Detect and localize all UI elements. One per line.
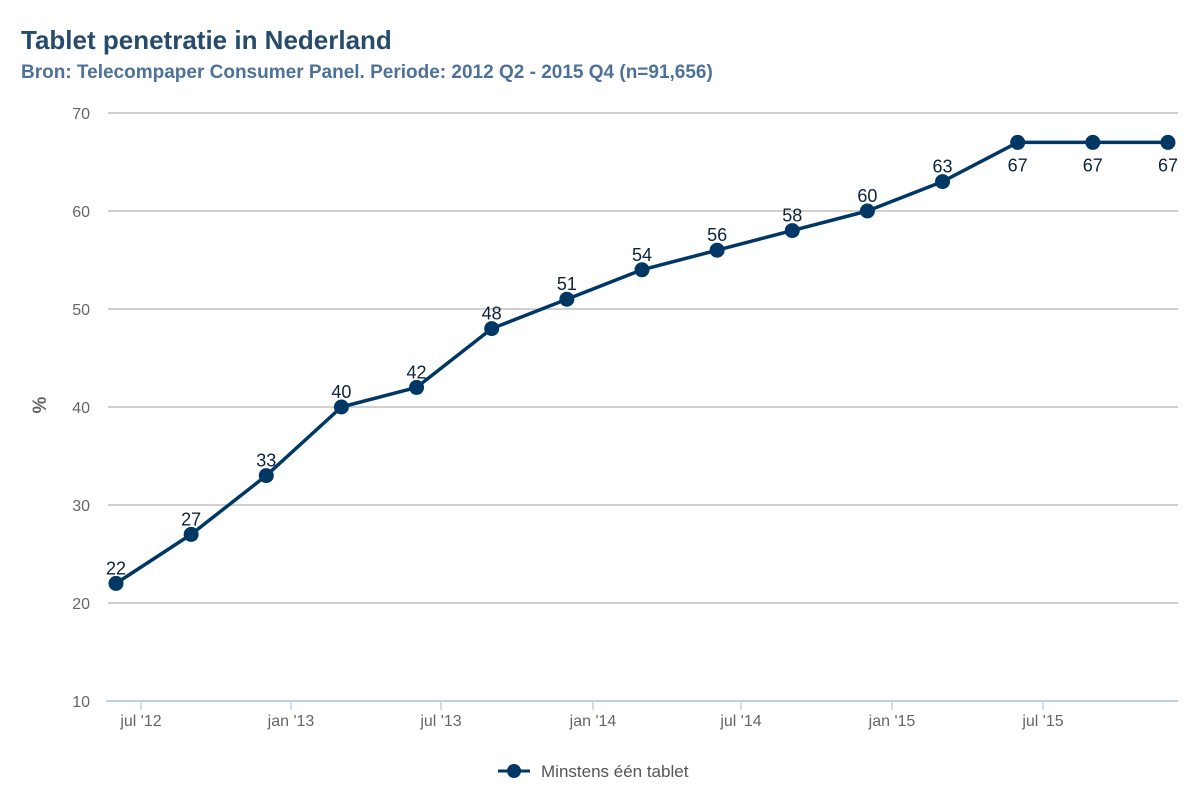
y-tick-label: 70 — [72, 106, 90, 123]
data-point[interactable] — [634, 262, 650, 278]
data-point[interactable] — [258, 468, 274, 484]
data-label: 42 — [407, 362, 427, 382]
y-tick-label: 60 — [72, 204, 90, 221]
x-tick-label: jan '14 — [569, 713, 617, 730]
y-tick-label: 50 — [72, 302, 90, 319]
x-tick-label: jan '15 — [868, 713, 916, 730]
y-tick-label: 10 — [72, 694, 90, 711]
data-point[interactable] — [183, 526, 199, 542]
data-label: 56 — [707, 225, 727, 245]
data-label: 67 — [1083, 155, 1103, 175]
x-tick-label: jan '13 — [267, 713, 315, 730]
data-label: 48 — [482, 304, 502, 324]
data-point[interactable] — [559, 291, 575, 307]
data-label: 40 — [331, 382, 351, 402]
legend-label: Minstens één tablet — [541, 762, 689, 781]
data-point[interactable] — [1010, 134, 1026, 150]
data-point[interactable] — [108, 575, 124, 591]
data-point[interactable] — [784, 223, 800, 239]
y-tick-label: 30 — [72, 498, 90, 515]
data-label: 22 — [106, 558, 126, 578]
data-label: 58 — [782, 206, 802, 226]
data-point[interactable] — [1085, 134, 1101, 150]
data-label: 27 — [181, 509, 201, 529]
legend-marker-icon — [507, 764, 521, 778]
data-label: 54 — [632, 245, 652, 265]
data-point[interactable] — [484, 321, 500, 337]
data-label: 60 — [857, 186, 877, 206]
data-label: 51 — [557, 274, 577, 294]
data-point[interactable] — [709, 242, 725, 258]
x-tick-label: jul '14 — [719, 713, 761, 730]
data-label: 67 — [1008, 155, 1028, 175]
data-label: 63 — [933, 157, 953, 177]
chart-title: Tablet penetratie in Nederland — [21, 25, 392, 55]
x-tick-label: jul '12 — [119, 713, 161, 730]
x-tick-label: jul '15 — [1021, 713, 1063, 730]
chart-subtitle: Bron: Telecompaper Consumer Panel. Perio… — [21, 62, 713, 83]
data-point[interactable] — [859, 203, 875, 219]
data-label: 67 — [1158, 155, 1178, 175]
data-point[interactable] — [1160, 134, 1176, 150]
y-axis-label: % — [30, 396, 51, 413]
y-tick-label: 40 — [72, 400, 90, 417]
x-tick-label: jul '13 — [419, 713, 461, 730]
data-point[interactable] — [333, 399, 349, 415]
legend[interactable]: Minstens één tablet — [498, 762, 689, 781]
data-point[interactable] — [935, 174, 951, 190]
y-tick-label: 20 — [72, 596, 90, 613]
series-line — [115, 140, 1168, 585]
data-point[interactable] — [409, 379, 425, 395]
data-label: 33 — [256, 451, 276, 471]
